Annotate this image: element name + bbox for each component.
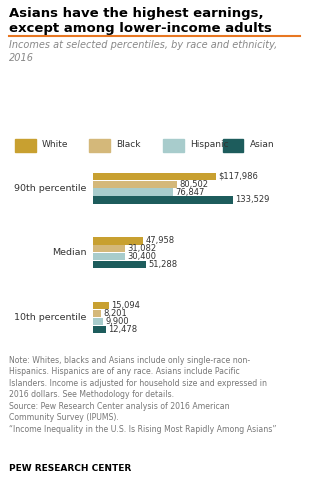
Bar xyxy=(163,139,184,152)
Text: PEW RESEARCH CENTER: PEW RESEARCH CENTER xyxy=(9,464,132,473)
Bar xyxy=(93,173,216,180)
Text: Median: Median xyxy=(52,248,87,257)
Text: 10th percentile: 10th percentile xyxy=(14,313,87,322)
Text: Asians have the highest earnings,: Asians have the highest earnings, xyxy=(9,7,264,20)
Text: Asian: Asian xyxy=(249,140,274,149)
Text: Black: Black xyxy=(116,140,140,149)
Text: except among lower-income adults: except among lower-income adults xyxy=(9,22,272,35)
Text: Note: Whites, blacks and Asians include only single-race non-
Hispanics. Hispani: Note: Whites, blacks and Asians include … xyxy=(9,356,277,434)
Text: 12,478: 12,478 xyxy=(108,325,137,334)
Text: Hispanic: Hispanic xyxy=(190,140,229,149)
Bar xyxy=(93,318,103,325)
Bar xyxy=(93,196,233,204)
Text: 76,847: 76,847 xyxy=(176,188,205,196)
Text: 31,082: 31,082 xyxy=(128,245,157,253)
Bar xyxy=(93,237,143,245)
Text: 51,288: 51,288 xyxy=(149,260,178,269)
Bar xyxy=(15,139,36,152)
Text: 47,958: 47,958 xyxy=(145,237,174,246)
Bar xyxy=(89,139,110,152)
Text: White: White xyxy=(42,140,68,149)
Bar xyxy=(93,245,125,252)
Bar xyxy=(93,253,125,260)
Bar xyxy=(93,181,177,188)
Text: 9,900: 9,900 xyxy=(105,317,129,326)
Bar xyxy=(93,326,106,333)
Bar xyxy=(93,310,101,317)
Text: 80,502: 80,502 xyxy=(179,180,208,189)
Text: 8,201: 8,201 xyxy=(104,309,127,318)
Text: 90th percentile: 90th percentile xyxy=(14,184,87,192)
Bar xyxy=(93,302,108,309)
Bar xyxy=(223,139,243,152)
Text: $117,986: $117,986 xyxy=(219,172,259,181)
Text: 15,094: 15,094 xyxy=(111,301,140,310)
Bar xyxy=(93,189,173,196)
Text: 30,400: 30,400 xyxy=(127,252,156,261)
Text: Incomes at selected percentiles, by race and ethnicity,
2016: Incomes at selected percentiles, by race… xyxy=(9,40,277,63)
Bar xyxy=(93,261,146,268)
Text: 133,529: 133,529 xyxy=(235,195,269,204)
